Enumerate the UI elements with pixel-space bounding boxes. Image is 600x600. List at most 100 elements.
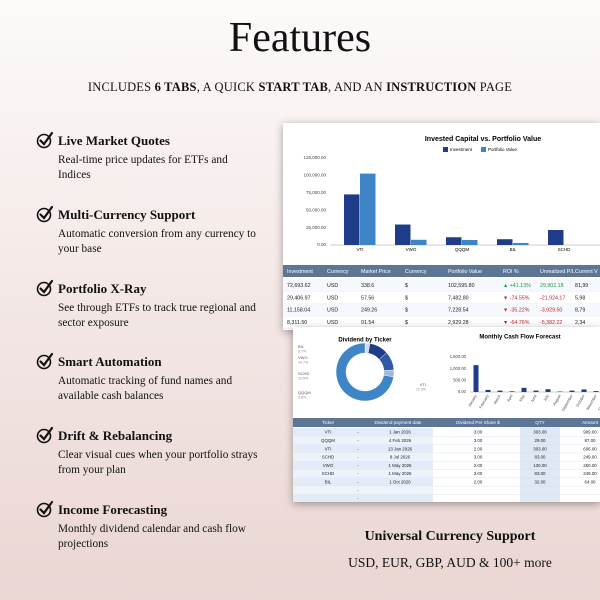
table-cell: -21,924.17 <box>540 295 565 301</box>
row-bg <box>283 279 600 292</box>
table-cell: - <box>357 488 359 493</box>
table-cell: 7,228.54 <box>448 308 469 314</box>
row-bg <box>283 291 600 304</box>
y-tick-label: 1,000.00 <box>450 366 467 371</box>
check-circle <box>36 133 52 149</box>
check-circle <box>36 207 52 223</box>
row-bg <box>283 303 600 317</box>
table-header: Market Price <box>361 269 391 275</box>
table-cell: 3.00 <box>474 471 483 476</box>
table-cell: 2.00 <box>474 446 483 451</box>
donut-label: SCHD <box>298 371 309 376</box>
table-header: Amount <box>582 420 599 425</box>
x-tick-label: SCHD <box>558 247 572 252</box>
row-bg <box>283 316 600 329</box>
table-cell: 8,311.50 <box>287 320 307 326</box>
x-tick-label: VTI <box>356 247 363 252</box>
subtitle-part: INCLUDES <box>87 80 155 94</box>
table-cell: 64.00 <box>585 479 597 484</box>
table-cell: 249.00 <box>583 455 597 460</box>
bar <box>360 173 376 245</box>
table-cell: 130.00 <box>533 463 547 468</box>
portfolio-screenshot: Invested Capital vs. Portfolio Value Inve… <box>283 123 600 330</box>
table-cell: 11,158.04 <box>287 308 310 314</box>
check-mark <box>39 131 54 146</box>
donut-value: 3.8% <box>298 395 307 399</box>
table-cell: 1 Jan 2026 <box>389 430 411 435</box>
check-mark <box>39 279 54 294</box>
table-cell: 2.00 <box>474 463 483 468</box>
y-tick-label: 125,000.00 <box>303 155 326 160</box>
x-tick-label: VWO <box>406 247 417 252</box>
table-cell: $ <box>405 295 408 301</box>
donut-slice <box>335 342 394 402</box>
check-icon <box>36 205 54 223</box>
x-tick-label: January <box>468 394 478 408</box>
donut-label: BIL <box>298 344 305 349</box>
feature-description: Automatic tracking of fund names and ava… <box>58 375 233 403</box>
bar <box>462 239 478 245</box>
row-bg <box>293 436 433 445</box>
table-cell: BIL <box>325 479 332 484</box>
subtitle-part: , A QUICK <box>196 80 259 94</box>
table-cell: 303.00 <box>533 430 547 435</box>
feature-title: Smart Automation <box>58 354 162 370</box>
bar <box>411 239 427 245</box>
table-cell: 29,406.97 <box>287 295 311 301</box>
y-tick-label: 0.00 <box>458 389 467 394</box>
page-subtitle: INCLUDES 6 TABS, A QUICK START TAB, AND … <box>0 80 600 95</box>
bar <box>593 391 599 392</box>
check-circle <box>36 502 52 518</box>
table-cell: - <box>357 479 359 484</box>
y-tick-label: 100,000.00 <box>303 173 326 178</box>
table-cell: USD <box>327 320 338 326</box>
feature-description: Clear visual cues when your portfolio st… <box>58 449 258 477</box>
table-cell: ▼ -35.22% <box>503 308 530 314</box>
table-header: Investment <box>287 269 313 275</box>
table-cell: 81,99 <box>575 283 588 289</box>
donut-value: 72.3% <box>416 387 427 391</box>
table-cell: 2,34 <box>575 320 585 326</box>
dividend-screenshot: Dividend by Ticker BIL 2.7% VWO 10.7% SCHD 10.… <box>293 327 600 503</box>
feature-title: Drift & Rebalancing <box>58 428 173 444</box>
table-header: Unrealized P/L <box>540 269 575 275</box>
table-cell: - <box>357 430 359 435</box>
table-cell: 3.00 <box>474 455 483 460</box>
x-tick-label: May <box>519 394 526 402</box>
row-bg <box>293 461 433 470</box>
table-cell: 87.00 <box>585 438 597 443</box>
check-mark <box>39 500 54 515</box>
table-cell: 7,482.80 <box>448 295 469 301</box>
donut-label: VWO <box>298 355 308 360</box>
table-cell: 57.56 <box>361 295 374 301</box>
donut-label: QQQM <box>298 390 311 395</box>
table-cell: $ <box>405 308 408 314</box>
table-cell: 249.26 <box>361 308 377 314</box>
table-cell: 606.00 <box>583 446 597 451</box>
x-tick-label: April <box>506 394 513 403</box>
x-tick-label: BIL <box>510 247 517 252</box>
bar <box>485 389 491 392</box>
table-cell: - <box>357 438 359 443</box>
x-tick-label: November <box>586 393 599 411</box>
table-cell: 83.00 <box>535 471 547 476</box>
table-cell: USD <box>327 308 338 314</box>
table-header: Currency <box>327 269 349 275</box>
subtitle-part: PAGE <box>476 80 513 94</box>
bar <box>497 239 513 245</box>
bar <box>497 390 503 392</box>
y-tick-label: 50,000.00 <box>306 207 327 212</box>
row-bg <box>293 477 433 487</box>
dividend-sheet: Dividend by TickerBIL2.7%VWO10.7%SCHD10.… <box>293 335 600 503</box>
bar <box>344 194 360 245</box>
chart-title: Monthly Cash Flow Forecast <box>479 335 560 341</box>
bar <box>548 230 564 245</box>
table-cell: 29.00 <box>535 438 547 443</box>
row-bg <box>293 444 433 453</box>
table-cell: VTI <box>325 430 332 435</box>
donut-value: 10.7% <box>298 360 309 364</box>
table-cell: 13 Jan 2026 <box>388 446 413 451</box>
x-tick-label: August <box>552 393 562 406</box>
table-cell: ▼ -64.76% <box>503 320 530 326</box>
table-cell: 102,595.80 <box>448 283 475 289</box>
